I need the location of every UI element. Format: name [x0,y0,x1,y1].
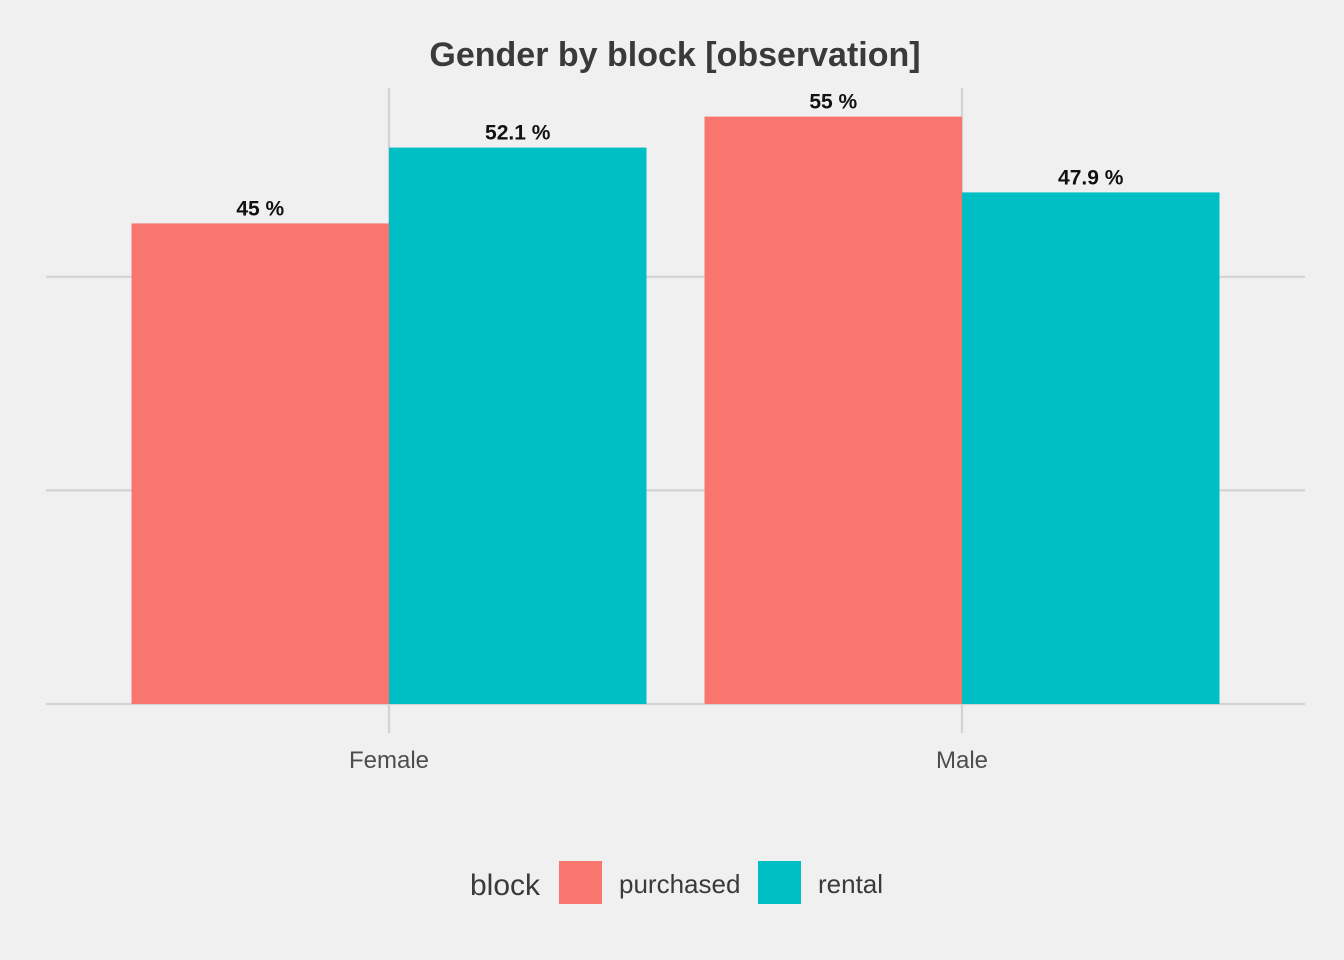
data-label-female-rental: 52.1 % [485,122,551,145]
data-label-male-rental: 47.9 % [1058,166,1124,189]
legend-label-rental: rental [818,869,883,899]
x-tick-label-female: Female [349,747,429,774]
legend-label-purchased: purchased [619,869,740,899]
bar-male-purchased [704,116,962,705]
data-labels-layer: 45 % 52.1 % 55 % 47.9 % [236,91,1123,221]
bars-layer [131,116,1220,705]
chart-title: Gender by block [observation] [429,36,920,74]
legend-key-rental [758,861,801,904]
bar-female-rental [389,147,647,704]
x-tick-label-male: Male [936,747,988,774]
data-label-male-purchased: 55 % [809,91,857,114]
x-axis: Female Male [349,747,988,774]
legend-title: block [470,869,541,902]
legend-key-purchased [559,861,602,904]
bar-male-rental [962,192,1220,705]
legend-items: purchased rental [559,861,883,904]
bar-female-purchased [131,223,389,704]
data-label-female-purchased: 45 % [236,197,284,220]
legend: block purchased rental [470,861,883,904]
